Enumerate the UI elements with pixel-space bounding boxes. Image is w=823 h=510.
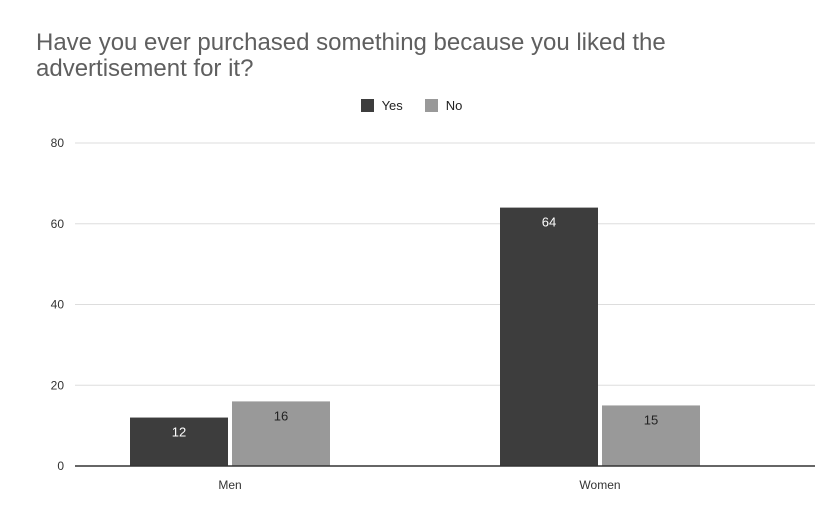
bar-no-men xyxy=(232,401,330,466)
data-label: 15 xyxy=(644,412,658,427)
legend-label-no: No xyxy=(445,98,463,113)
bar-yes-men xyxy=(130,417,228,466)
y-tick-label: 80 xyxy=(51,136,65,150)
legend-item-yes: Yes xyxy=(360,98,403,113)
bar-no-women xyxy=(602,405,700,466)
legend-label-yes: Yes xyxy=(381,98,403,113)
chart-title: Have you ever purchased something becaus… xyxy=(36,29,666,82)
bar-yes-women xyxy=(500,207,598,466)
legend-swatch-yes xyxy=(360,99,374,112)
y-tick-label: 40 xyxy=(51,298,65,312)
y-tick-label: 0 xyxy=(57,459,64,473)
legend-item-no: No xyxy=(424,98,463,113)
y-tick-label: 20 xyxy=(51,378,65,392)
data-label: 12 xyxy=(172,425,186,440)
y-tick-label: 60 xyxy=(51,217,65,231)
data-labels: 12 16 64 15 xyxy=(172,215,658,440)
x-axis-ticks: Men Women xyxy=(218,478,620,492)
gridlines xyxy=(75,142,815,386)
y-axis-ticks: 0 20 40 60 80 xyxy=(51,136,65,473)
data-label: 64 xyxy=(542,215,556,230)
bars xyxy=(130,207,700,466)
x-tick-label: Men xyxy=(218,478,241,492)
data-label: 16 xyxy=(274,408,288,423)
legend-swatch-no xyxy=(424,99,438,112)
x-tick-label: Women xyxy=(579,478,620,492)
legend: Yes No xyxy=(0,98,823,113)
